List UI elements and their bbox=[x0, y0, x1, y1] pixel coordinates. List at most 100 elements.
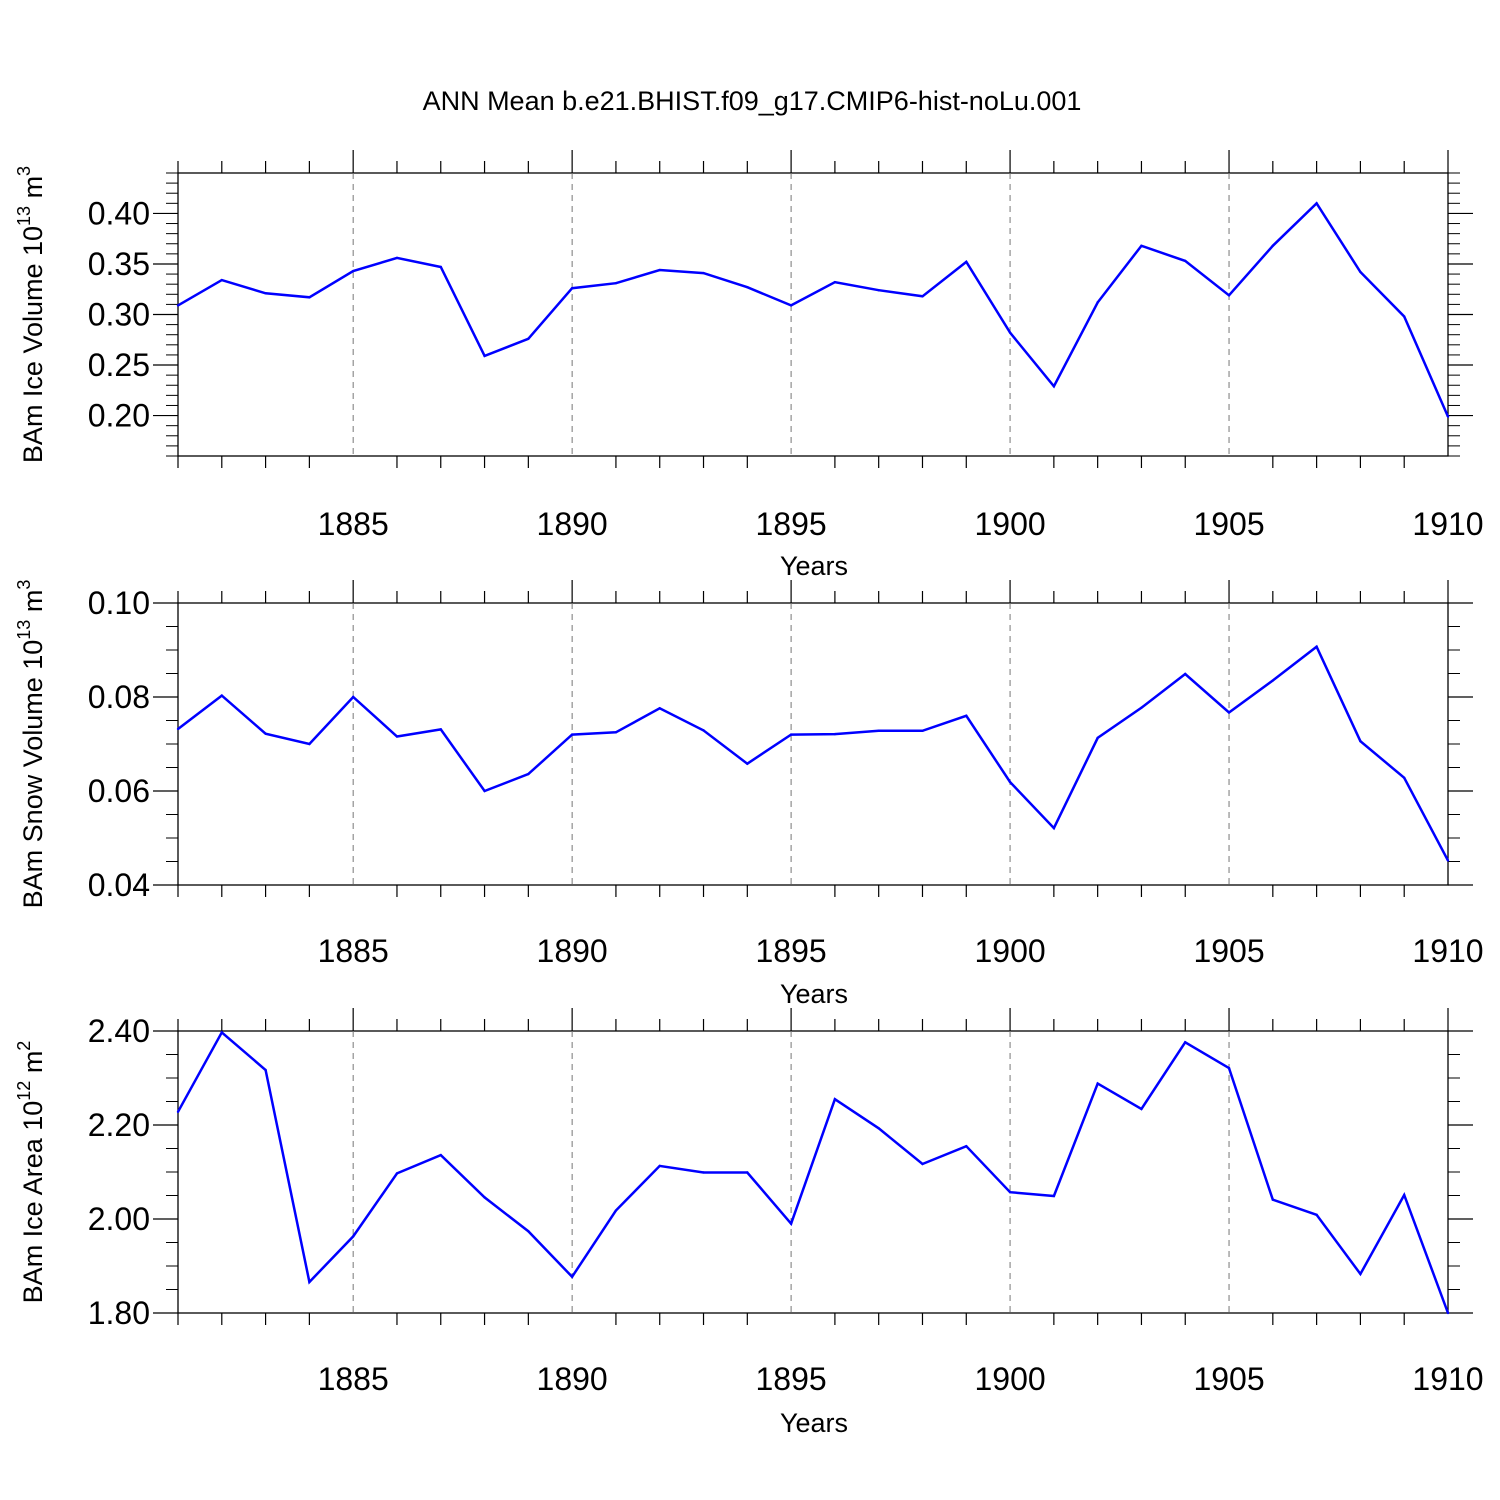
data-point bbox=[1052, 826, 1056, 830]
data-point bbox=[1140, 1107, 1143, 1111]
data-point bbox=[833, 732, 837, 736]
data-point bbox=[658, 707, 661, 710]
plot-frame bbox=[177, 602, 1449, 886]
data-point bbox=[220, 278, 223, 282]
x-tick-label: 1910 bbox=[1412, 1361, 1483, 1397]
data-point bbox=[965, 260, 968, 264]
data-point bbox=[1008, 1191, 1012, 1194]
y-axis-title-superscript: 13 bbox=[14, 620, 34, 640]
y-tick-label: 0.30 bbox=[88, 297, 150, 333]
data-point bbox=[1227, 711, 1231, 714]
y-axis-title: BAm Snow Volume 1013 m3 bbox=[14, 580, 48, 909]
panel-1: 1885 1890 1895 1900 1905 1910 0.20 0.25 0.30 0.35… bbox=[14, 150, 1484, 581]
data-point bbox=[614, 731, 618, 734]
data-point bbox=[658, 1164, 661, 1168]
data-point bbox=[308, 742, 311, 746]
y-tick-label: 0.08 bbox=[88, 679, 150, 715]
x-tick-label: 1895 bbox=[756, 1361, 827, 1397]
data-point bbox=[702, 271, 705, 275]
data-point bbox=[176, 727, 180, 731]
x-axis-title: Years bbox=[780, 979, 848, 1009]
data-point bbox=[220, 1031, 223, 1034]
data-point bbox=[789, 1222, 793, 1225]
data-point bbox=[877, 289, 880, 292]
data-point bbox=[833, 280, 837, 284]
data-point bbox=[1359, 739, 1362, 743]
data-point bbox=[1446, 1311, 1450, 1315]
data-point bbox=[614, 281, 618, 285]
data-point bbox=[965, 714, 968, 717]
data-point bbox=[264, 292, 267, 295]
y-axis-title: BAm Ice Area 1012 m2 bbox=[14, 1041, 48, 1304]
data-point bbox=[1140, 244, 1143, 247]
x-tick-label: 1900 bbox=[974, 933, 1045, 969]
data-point bbox=[1096, 1082, 1099, 1085]
y-axis-title-superscript: 3 bbox=[14, 166, 34, 176]
data-point bbox=[527, 1230, 530, 1233]
data-point bbox=[1315, 1213, 1318, 1216]
x-tick-label: 1890 bbox=[537, 506, 608, 542]
data-point bbox=[527, 337, 530, 340]
data-point bbox=[439, 728, 442, 731]
data-point bbox=[1446, 859, 1450, 862]
data-point bbox=[1096, 736, 1099, 740]
x-tick-label: 1910 bbox=[1412, 506, 1483, 542]
y-axis-title-part: BAm Snow Volume 10 bbox=[18, 640, 48, 909]
data-point bbox=[1184, 1041, 1187, 1044]
data-point bbox=[570, 1275, 574, 1279]
data-point bbox=[264, 732, 267, 735]
y-axis-title-part: m bbox=[18, 590, 48, 620]
data-point bbox=[702, 1171, 705, 1174]
x-tick-label: 1905 bbox=[1193, 506, 1264, 542]
data-point bbox=[264, 1068, 267, 1072]
data-point bbox=[658, 268, 661, 272]
data-point bbox=[570, 287, 574, 290]
data-point bbox=[1052, 1194, 1056, 1198]
panel-3: 1885 1890 1895 1900 1905 1910 1.80 2.00 2.20 2.40… bbox=[14, 1008, 1484, 1438]
x-tick-label: 1895 bbox=[756, 506, 827, 542]
data-point bbox=[395, 735, 399, 738]
data-point bbox=[220, 694, 223, 697]
x-tick-label: 1910 bbox=[1412, 933, 1483, 969]
x-tick-label: 1885 bbox=[318, 933, 389, 969]
x-tick-label: 1900 bbox=[974, 1361, 1045, 1397]
plot-frame bbox=[177, 172, 1449, 457]
data-point bbox=[395, 256, 399, 260]
series-line bbox=[176, 1030, 1450, 1314]
data-point bbox=[1140, 706, 1143, 710]
chart-title: ANN Mean b.e21.BHIST.f09_g17.CMIP6-hist-… bbox=[423, 86, 1082, 116]
y-tick-label: 0.40 bbox=[88, 195, 150, 231]
y-tick-label: 0.35 bbox=[88, 246, 150, 282]
data-point bbox=[921, 729, 924, 733]
data-point bbox=[439, 1153, 442, 1157]
x-tick-label: 1885 bbox=[318, 1361, 389, 1397]
data-point bbox=[1184, 259, 1187, 263]
data-point bbox=[527, 772, 530, 776]
x-tick-label: 1900 bbox=[974, 506, 1045, 542]
x-tick-label: 1895 bbox=[756, 933, 827, 969]
data-point bbox=[1271, 1198, 1275, 1201]
data-point bbox=[1184, 672, 1187, 676]
data-point bbox=[176, 1110, 180, 1114]
data-point bbox=[746, 286, 749, 289]
series-line bbox=[177, 644, 1450, 862]
x-tick-label: 1890 bbox=[537, 1361, 608, 1397]
x-axis-title: Years bbox=[780, 1408, 848, 1438]
y-tick-label: 0.25 bbox=[88, 347, 150, 383]
data-point bbox=[1359, 1272, 1362, 1276]
data-point bbox=[1052, 385, 1056, 388]
y-axis-title-superscript: 2 bbox=[14, 1041, 34, 1051]
data-point bbox=[789, 733, 793, 736]
data-point bbox=[614, 1209, 618, 1212]
data-point bbox=[1403, 315, 1406, 318]
data-point bbox=[483, 354, 486, 358]
data-point bbox=[351, 1235, 355, 1238]
data-point bbox=[570, 733, 574, 736]
x-tick-label: 1905 bbox=[1193, 933, 1264, 969]
y-tick-label: 0.04 bbox=[88, 867, 150, 903]
data-point bbox=[702, 729, 705, 732]
data-point bbox=[789, 304, 793, 307]
data-point bbox=[1271, 679, 1275, 682]
data-point bbox=[746, 762, 749, 765]
data-point bbox=[965, 1144, 968, 1148]
